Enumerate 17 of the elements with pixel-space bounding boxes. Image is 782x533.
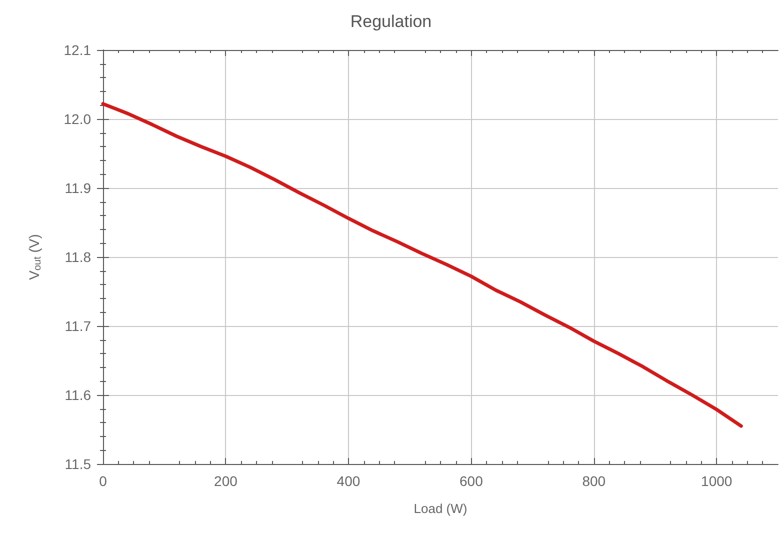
y-tick-label: 12.0	[64, 111, 92, 127]
y-tick-label: 11.8	[64, 249, 92, 265]
y-tick-label: 12.1	[64, 42, 92, 58]
y-tick-label: 11.6	[64, 387, 92, 403]
y-tick-label: 11.9	[64, 180, 92, 196]
chart-title: Regulation	[350, 12, 432, 31]
x-tick-label: 400	[336, 473, 360, 489]
y-axis-title: Vout (V)	[26, 234, 44, 280]
y-tick-label: 11.5	[64, 456, 92, 472]
y-tick-label: 11.7	[64, 318, 92, 334]
line-series	[101, 102, 743, 428]
x-tick-label: 0	[99, 473, 108, 489]
x-tick-label: 200	[214, 473, 238, 489]
x-axis-title: Load (W)	[414, 501, 468, 516]
x-tick-label: 600	[460, 473, 484, 489]
x-tick-label: 800	[582, 473, 606, 489]
x-tick-label: 1000	[701, 473, 732, 489]
